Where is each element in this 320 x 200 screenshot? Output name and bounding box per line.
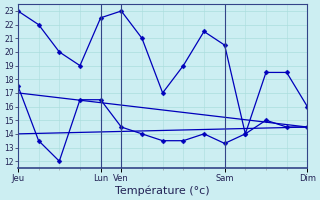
- X-axis label: Température (°c): Température (°c): [115, 185, 210, 196]
